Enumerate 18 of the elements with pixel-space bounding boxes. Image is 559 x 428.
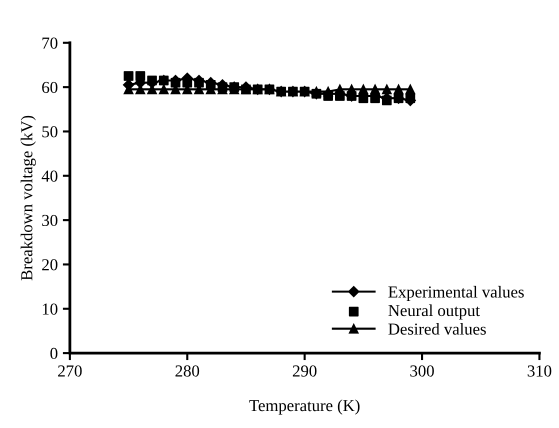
y-tick-label: 60 bbox=[42, 82, 58, 94]
x-axis-title: Temperature (K) bbox=[249, 399, 360, 415]
x-tick-label: 290 bbox=[292, 365, 317, 377]
y-tick-label: 10 bbox=[42, 303, 58, 315]
y-tick-label: 70 bbox=[42, 38, 58, 49]
x-tick-label: 310 bbox=[528, 365, 552, 377]
x-tick-label: 300 bbox=[410, 365, 434, 377]
y-tick-label: 40 bbox=[42, 170, 58, 182]
x-tick-label: 280 bbox=[175, 365, 200, 377]
y-tick-label: 20 bbox=[42, 259, 58, 270]
y-tick-label: 50 bbox=[42, 126, 58, 138]
legend-label: Desired values bbox=[388, 322, 486, 335]
x-tick-label: 270 bbox=[58, 365, 82, 377]
legend-label: Experimental values bbox=[388, 286, 524, 301]
y-tick-label: 0 bbox=[50, 348, 58, 360]
legend-label: Neural output bbox=[388, 304, 480, 320]
y-tick-label: 30 bbox=[42, 214, 58, 226]
y-axis-title: Breakdown voltage (kV) bbox=[20, 116, 36, 280]
